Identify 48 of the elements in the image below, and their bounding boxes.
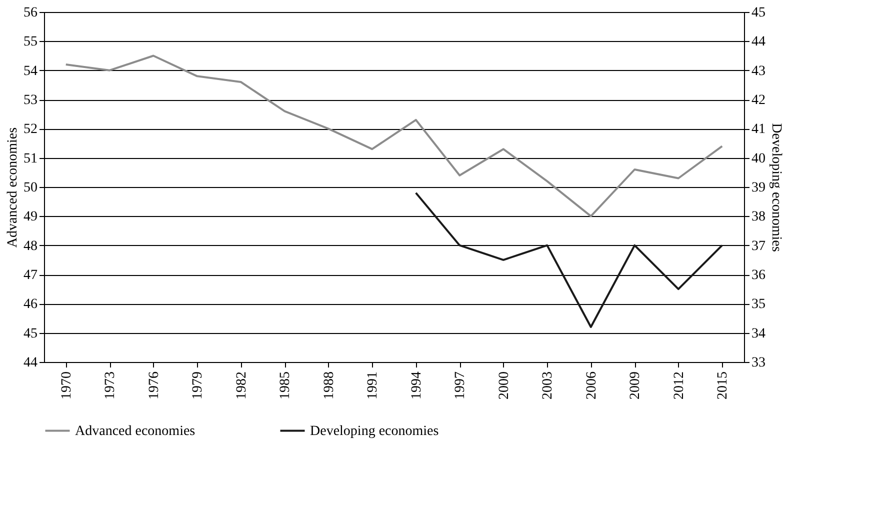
x-tick-label: 1979 bbox=[190, 372, 206, 400]
line-series bbox=[414, 192, 724, 328]
x-tick-label: 2000 bbox=[496, 372, 512, 400]
y-tick-label: 44 bbox=[24, 356, 38, 370]
y2-tick-label: 43 bbox=[752, 64, 766, 79]
y2-tick-label: 37 bbox=[752, 238, 766, 254]
y2-tick-label: 41 bbox=[752, 122, 766, 138]
y2-tick-label: 33 bbox=[752, 356, 766, 370]
x-tick-label: 2009 bbox=[628, 372, 644, 400]
x-tick-label: 1982 bbox=[234, 372, 250, 400]
y2-tick-label: 35 bbox=[752, 297, 766, 312]
y-tick-label: 55 bbox=[24, 34, 38, 50]
y2-tick-label: 36 bbox=[752, 268, 766, 283]
y-tick-label: 53 bbox=[24, 93, 38, 108]
y2-tick-label: 40 bbox=[752, 151, 766, 166]
y-axis-title: Advanced economies bbox=[6, 127, 20, 248]
x-tick-label: 1994 bbox=[409, 372, 424, 400]
y2-tick-label: 45 bbox=[752, 6, 766, 20]
legend-label: Advanced economies bbox=[75, 424, 196, 439]
y2-tick-label: 34 bbox=[752, 326, 766, 342]
y-tick-label: 51 bbox=[24, 151, 38, 166]
x-tick-label: 1988 bbox=[322, 372, 337, 400]
y-tick-label: 54 bbox=[24, 64, 38, 79]
y-tick-label: 48 bbox=[24, 238, 38, 254]
x-tick-label: 2006 bbox=[584, 372, 600, 400]
y-tick-label: 52 bbox=[24, 122, 38, 138]
x-tick-label: 1973 bbox=[103, 372, 118, 400]
x-tick-label: 1997 bbox=[453, 372, 468, 400]
y2-axis-title: Developing economies bbox=[768, 123, 784, 252]
y-tick-label: 56 bbox=[24, 6, 38, 20]
y2-tick-label: 42 bbox=[752, 93, 766, 108]
y-tick-label: 50 bbox=[24, 180, 38, 196]
y2-tick-label: 38 bbox=[752, 210, 766, 225]
x-tick-label: 1970 bbox=[59, 372, 74, 400]
y-tick-label: 49 bbox=[24, 210, 38, 225]
y2-tick-label: 44 bbox=[752, 34, 766, 50]
x-tick-label: 2015 bbox=[716, 372, 731, 400]
x-tick-label: 1985 bbox=[278, 372, 294, 400]
y2-tick-label: 39 bbox=[752, 180, 766, 196]
y-tick-label: 46 bbox=[24, 297, 38, 312]
x-tick-label: 1991 bbox=[366, 372, 381, 400]
y-tick-label: 45 bbox=[24, 326, 38, 342]
x-tick-label: 2003 bbox=[540, 372, 556, 400]
line-series bbox=[64, 54, 724, 218]
y-tick-label: 47 bbox=[24, 268, 38, 283]
x-tick-label: 2012 bbox=[672, 372, 687, 400]
legend-label: Developing economies bbox=[310, 424, 439, 439]
x-tick-label: 1976 bbox=[146, 372, 162, 400]
